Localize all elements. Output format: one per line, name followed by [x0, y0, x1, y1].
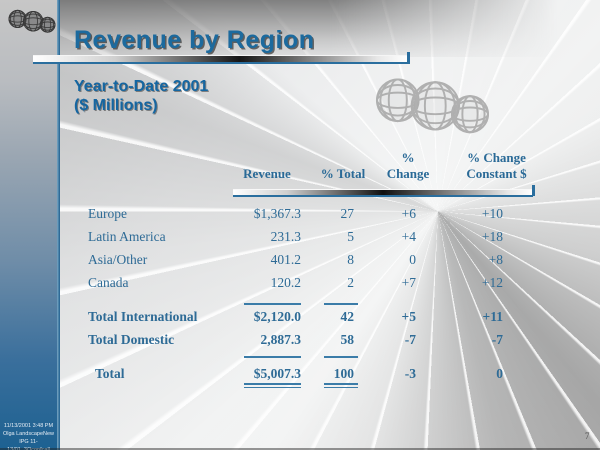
row-pct-change: +6 [401, 206, 416, 221]
row-label: Latin America [88, 229, 166, 244]
table-row-europe: Europe $1,367.3 27 +6 +10 [88, 206, 503, 222]
row-revenue: $1,367.3 [253, 206, 301, 221]
row-pct-change: +7 [401, 275, 416, 290]
column-header-pct-change: % Change [375, 150, 441, 182]
row-label: Total International [88, 309, 198, 324]
pct-change-line-1: % [401, 150, 415, 165]
row-label: Total Domestic [88, 332, 175, 347]
subtotal-overline-pct-total [324, 303, 358, 305]
table-row-canada: Canada 120.2 2 +7 +12 [88, 275, 503, 291]
row-pct-total: 2 [347, 275, 354, 290]
subtotal-overline-revenue [244, 303, 301, 305]
constant-line-2: Constant $ [466, 166, 527, 181]
row-pct-change: -3 [404, 366, 416, 381]
row-pct-change-constant: +12 [481, 275, 503, 290]
constant-line-1: % Change [467, 150, 526, 165]
column-header-pct-total: % Total [320, 166, 366, 181]
footer-datetime: 11/13/2001 3:48 PM [3, 423, 54, 429]
subtitle-line-2: ($ Millions) [74, 97, 158, 114]
row-pct-change-constant: +11 [482, 309, 503, 324]
table-row-grand-total: Total $5,007.3 100 -3 0 [88, 366, 503, 382]
row-pct-total: 27 [340, 206, 355, 221]
slide-title: Revenue by Region [74, 26, 315, 54]
row-pct-change-constant: 0 [496, 366, 503, 381]
grand-total-double-underline-revenue [244, 383, 301, 385]
grand-total-overline-revenue [244, 356, 301, 358]
row-pct-total: 58 [340, 332, 355, 347]
row-revenue: 2,887.3 [260, 332, 302, 347]
row-pct-total: 42 [340, 309, 355, 324]
pct-change-line-2: Change [386, 166, 430, 181]
grand-total-double-underline-pct-total [324, 383, 358, 385]
row-pct-total: 5 [347, 229, 354, 244]
row-revenue: 231.3 [270, 229, 301, 244]
row-pct-change-constant: +10 [481, 206, 503, 221]
grand-total-double-underline-pct-total [324, 386, 358, 388]
title-underline-bar [33, 52, 410, 64]
table-row-total-domestic: Total Domestic 2,887.3 58 -7 -7 [88, 332, 503, 348]
column-header-pct-change-constant: % Change Constant $ [450, 150, 543, 182]
slide-subtitle: Year-to-Date 2001 ($ Millions) [74, 77, 208, 115]
row-label: Asia/Other [88, 252, 148, 267]
row-label: Canada [88, 275, 129, 290]
row-pct-change: -7 [404, 332, 416, 347]
row-pct-change: 0 [409, 252, 416, 267]
table-row-latin-america: Latin America 231.3 5 +4 +18 [88, 229, 503, 245]
row-pct-change: +4 [401, 229, 416, 244]
subtitle-line-1: Year-to-Date 2001 [74, 78, 209, 95]
row-label: Europe [88, 206, 127, 221]
column-header-revenue: Revenue [243, 166, 291, 181]
row-pct-change-constant: +18 [481, 229, 503, 244]
row-revenue: $2,120.0 [253, 309, 301, 324]
row-revenue: 401.2 [270, 252, 301, 267]
slide-bottom-edge [0, 448, 600, 450]
grand-total-double-underline-revenue [244, 386, 301, 388]
row-pct-change-constant: -7 [491, 332, 503, 347]
header-underline-bar [233, 185, 535, 197]
left-gradient-strip [0, 0, 57, 450]
three-globes-watermark-icon [370, 72, 495, 148]
row-pct-change-constant: +8 [488, 252, 503, 267]
table-row-asia-other: Asia/Other 401.2 8 0 +8 [88, 252, 503, 268]
row-label: Total [95, 366, 125, 381]
three-globes-logo-icon [6, 8, 58, 38]
row-pct-total: 100 [333, 366, 354, 381]
table-row-total-international: Total International $2,120.0 42 +5 +11 [88, 309, 503, 325]
footer-template-name: Olga LandscapeNew [2, 431, 55, 437]
row-revenue: $5,007.3 [253, 366, 301, 381]
vertical-accent-line [57, 0, 60, 450]
footer-file-name: IPG 11-13/01_3Qconfcall [7, 439, 50, 450]
row-pct-total: 8 [347, 252, 354, 267]
title-band-shading [59, 0, 600, 57]
row-revenue: 120.2 [270, 275, 301, 290]
row-pct-change: +5 [401, 309, 416, 324]
slide-footer: 11/13/2001 3:48 PM Olga LandscapeNew IPG… [0, 422, 57, 450]
page-number: 7 [585, 431, 590, 441]
grand-total-overline-pct-total [324, 356, 358, 358]
